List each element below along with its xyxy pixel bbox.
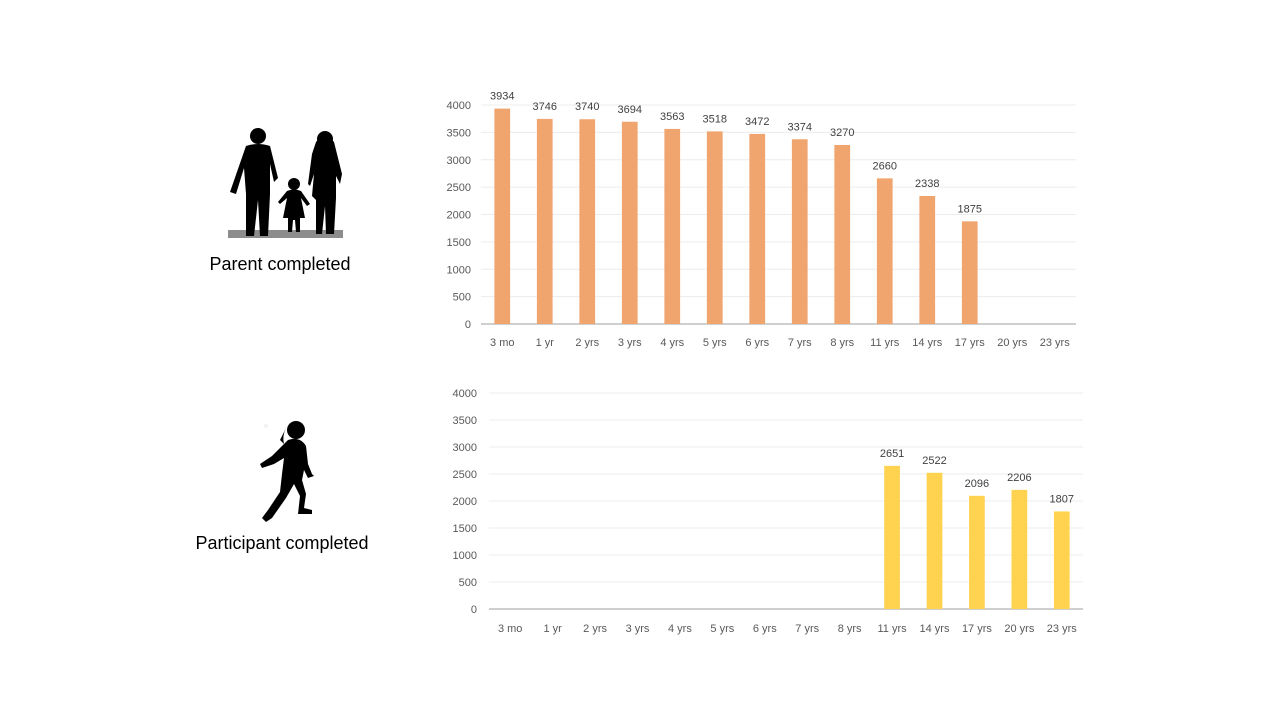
participant-y-tick-label: 1000 — [453, 550, 477, 562]
parent-x-tick-label: 8 yrs — [830, 337, 854, 349]
parent-bar — [919, 195, 936, 324]
parent-bar — [706, 131, 723, 324]
running-child-silhouette-icon — [260, 421, 314, 522]
participant-x-tick-label: 5 yrs — [710, 623, 734, 635]
parent-bar — [961, 221, 978, 324]
parent-x-tick-label: 4 yrs — [660, 337, 684, 349]
participant-bar — [969, 495, 985, 609]
participant-x-tick-label: 7 yrs — [795, 623, 819, 635]
participant-x-tick-label: 14 yrs — [920, 623, 950, 635]
participant-y-tick-label: 2500 — [453, 469, 477, 481]
parent-bar — [876, 178, 893, 324]
parent-x-tick-label: 2 yrs — [575, 337, 599, 349]
parent-data-label: 3694 — [618, 104, 642, 116]
participant-y-tick-label: 0 — [471, 604, 477, 616]
participant-x-tick-label: 6 yrs — [753, 623, 777, 635]
parent-data-label: 3374 — [788, 121, 812, 133]
parent-y-tick-label: 4000 — [447, 100, 471, 112]
participant-bar — [1053, 511, 1070, 609]
participant-x-tick-label: 3 yrs — [626, 623, 650, 635]
parent-data-label: 3746 — [533, 101, 557, 113]
parent-data-label: 3740 — [575, 101, 599, 113]
parent-x-tick-label: 17 yrs — [955, 337, 985, 349]
parent-data-label: 1875 — [958, 203, 982, 215]
parent-y-tick-label: 3500 — [447, 127, 471, 139]
parent-data-label: 3934 — [490, 91, 514, 103]
parent-data-label: 3518 — [703, 113, 727, 125]
parent-data-label: 3472 — [745, 116, 769, 128]
parent-x-tick-label: 6 yrs — [745, 337, 769, 349]
parent-bar — [791, 139, 808, 324]
parent-bar — [494, 108, 511, 325]
parent-x-tick-label: 14 yrs — [912, 337, 942, 349]
parent-bar — [621, 121, 638, 324]
participant-y-tick-label: 500 — [459, 577, 477, 589]
parent-y-tick-label: 2500 — [447, 182, 471, 194]
parent-y-tick-label: 1000 — [447, 264, 471, 276]
parent-x-tick-label: 1 yr — [536, 337, 555, 349]
parent-y-tick-label: 3000 — [447, 155, 471, 167]
participant-x-tick-label: 11 yrs — [878, 623, 908, 635]
participant-data-label: 2096 — [965, 478, 989, 490]
participant-y-tick-label: 3000 — [453, 442, 477, 454]
participant-y-tick-label: 1500 — [453, 523, 477, 535]
parent-bar — [664, 128, 681, 324]
parent-data-label: 2338 — [915, 178, 939, 190]
parent-bar — [749, 133, 766, 324]
participant-completed-bar-chart: 0 500 1000 1500 2000 2500 3000 3500 4000 3 mo 1 yr… — [453, 388, 1083, 635]
parent-x-tick-label: 7 yrs — [788, 337, 812, 349]
participant-data-label: 2522 — [922, 455, 946, 467]
parent-y-tick-label: 500 — [453, 292, 471, 304]
parent-data-label: 2660 — [873, 160, 897, 172]
parent-x-tick-label: 11 yrs — [870, 337, 900, 349]
parent-y-tick-label: 2000 — [447, 210, 471, 222]
parent-bar — [834, 144, 851, 324]
parent-x-tick-label: 3 mo — [490, 337, 514, 349]
participant-data-label: 2651 — [880, 448, 904, 460]
participant-x-tick-label: 3 mo — [498, 623, 522, 635]
parent-data-label: 3563 — [660, 111, 684, 123]
participant-bar — [1011, 489, 1028, 609]
parent-y-tick-label: 0 — [465, 319, 471, 331]
parent-x-tick-label: 23 yrs — [1040, 337, 1070, 349]
family-silhouette-icon — [228, 128, 343, 238]
parent-data-label: 3270 — [830, 127, 854, 139]
participant-x-tick-label: 2 yrs — [583, 623, 607, 635]
parent-x-tick-label: 20 yrs — [997, 337, 1027, 349]
parent-y-tick-label: 1500 — [447, 237, 471, 249]
participant-bar — [884, 465, 900, 609]
participant-x-tick-label: 1 yr — [543, 623, 562, 635]
parent-bar — [536, 118, 553, 325]
participant-y-tick-label: 3500 — [453, 415, 477, 427]
participant-data-label: 2206 — [1007, 472, 1031, 484]
participant-bar — [926, 472, 943, 609]
parent-completed-label: Parent completed — [209, 254, 351, 274]
participant-completed-label: Participant completed — [195, 533, 369, 553]
participant-x-tick-label: 20 yrs — [1004, 623, 1034, 635]
participant-x-tick-label: 23 yrs — [1047, 623, 1077, 635]
participant-y-tick-label: 2000 — [453, 496, 477, 508]
participant-y-tick-label: 4000 — [453, 388, 477, 400]
parent-bar — [579, 119, 596, 324]
participant-x-tick-label: 8 yrs — [838, 623, 862, 635]
participant-x-tick-label: 17 yrs — [962, 623, 992, 635]
parent-completed-bar-chart: 0 500 1000 1500 2000 2500 3000 3500 4000 3 mo 3934… — [447, 91, 1076, 349]
participant-data-label: 1807 — [1050, 493, 1074, 505]
parent-x-tick-label: 3 yrs — [618, 337, 642, 349]
participant-x-tick-label: 4 yrs — [668, 623, 692, 635]
parent-x-tick-label: 5 yrs — [703, 337, 727, 349]
